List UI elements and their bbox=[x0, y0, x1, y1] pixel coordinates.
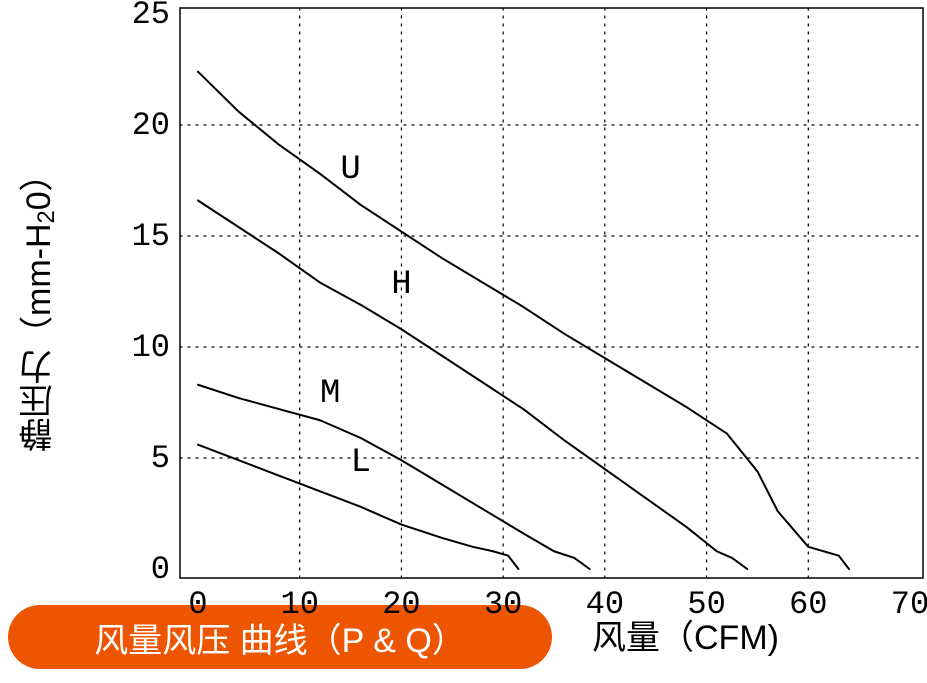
x-tick-label: 70 bbox=[890, 586, 927, 623]
y-tick-label: 10 bbox=[132, 329, 170, 366]
series-label-U: U bbox=[340, 151, 360, 189]
x-tick-label: 50 bbox=[687, 586, 727, 623]
x-tick-label: 0 bbox=[178, 586, 218, 623]
x-tick-label: 10 bbox=[280, 586, 320, 623]
x-tick-label: 60 bbox=[788, 586, 828, 623]
x-tick-label: 40 bbox=[585, 586, 625, 623]
series-label-H: H bbox=[391, 266, 411, 304]
x-tick-label: 20 bbox=[381, 586, 421, 623]
y-axis-label-text: 静压力（mm-H20） bbox=[14, 158, 63, 453]
y-axis-label: 静压力（mm-H20） bbox=[14, 70, 63, 540]
x-tick-label: 30 bbox=[483, 586, 523, 623]
y-tick-label: 0 bbox=[151, 551, 170, 588]
y-tick-label: 20 bbox=[132, 107, 170, 144]
y-tick-label: 25 bbox=[132, 0, 170, 33]
series-label-L: L bbox=[351, 444, 371, 482]
y-tick-label: 5 bbox=[151, 440, 170, 477]
series-label-M: M bbox=[320, 375, 340, 413]
y-tick-label: 15 bbox=[132, 218, 170, 255]
